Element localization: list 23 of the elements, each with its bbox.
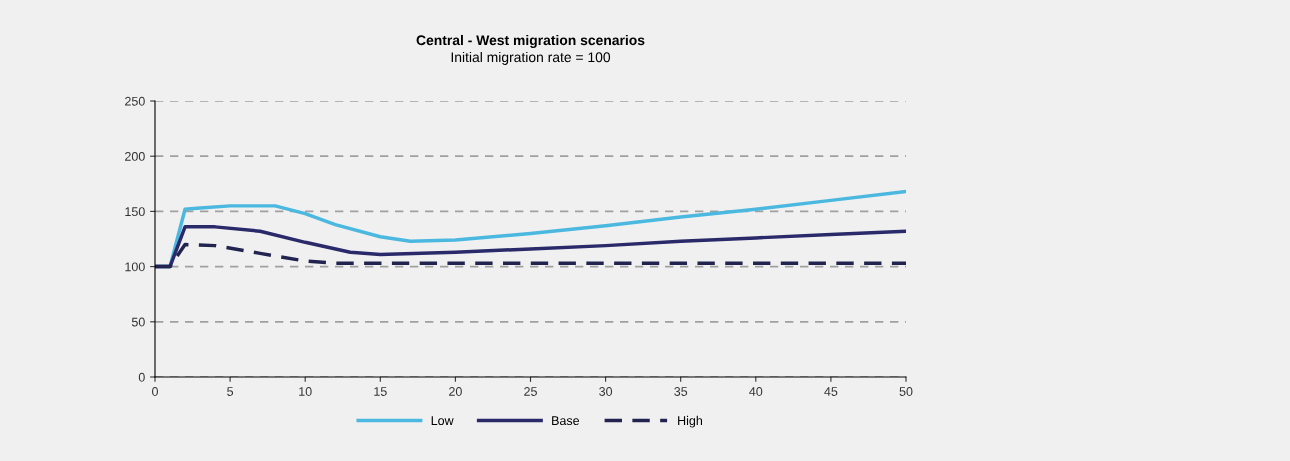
chart-title: Central - West migration scenarios (416, 34, 645, 48)
legend-label: Base (552, 416, 580, 426)
legend-label: Low (431, 416, 454, 426)
x-tick-label: 15 (374, 387, 387, 396)
line-series (155, 242, 906, 269)
x-tick-label: 10 (299, 387, 312, 396)
x-tick-label: 40 (749, 387, 763, 396)
x-tick-label: 45 (824, 387, 838, 396)
x-tick-label: 25 (524, 387, 537, 396)
x-tick-label: 35 (674, 387, 688, 396)
x-tick-label: 30 (599, 387, 613, 396)
x-tick-label: 0 (152, 387, 158, 396)
y-tick-label: 200 (125, 152, 145, 161)
y-tick-label: 50 (131, 317, 145, 327)
chart-subtitle: Initial migration rate = 100 (451, 51, 611, 65)
y-tick-label: 100 (125, 262, 145, 272)
x-tick-label: 5 (227, 387, 234, 396)
y-tick-label: 150 (125, 207, 145, 217)
legend-label: High (678, 415, 702, 428)
x-tick-label: 20 (449, 387, 462, 396)
y-tick-label: 250 (125, 96, 145, 106)
y-tick-label: 0 (138, 372, 145, 382)
x-tick-label: 50 (899, 387, 913, 396)
